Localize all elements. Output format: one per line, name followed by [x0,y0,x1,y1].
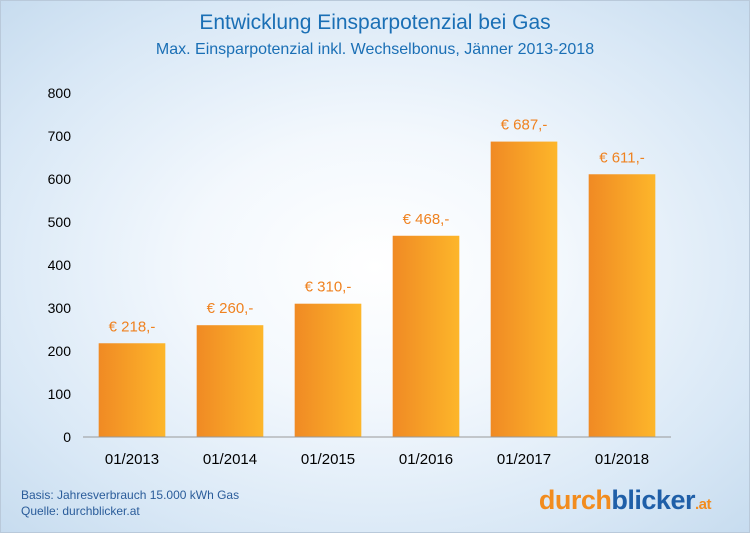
bar [392,235,460,437]
x-tick-label: 01/2017 [497,451,551,468]
bar-data-label: € 260,- [207,300,254,317]
y-tick-label: 700 [48,128,72,144]
chart-subtitle: Max. Einsparpotenzial inkl. Wechselbonus… [155,41,595,58]
y-tick-label: 300 [48,300,72,316]
y-tick-label: 800 [48,85,72,101]
bar-chart: 0 100 200 300 400 500 600 700 800 € 218,- € 260,-… [48,85,671,468]
durchblicker-logo: durchblicker.at [538,485,712,516]
bar [98,343,166,437]
logo-part-at: .at [694,496,712,513]
x-tick-label: 01/2018 [595,451,649,468]
bar [490,141,558,437]
x-tick-label: 01/2013 [105,451,159,468]
y-tick-label: 0 [63,429,71,445]
bar-data-label: € 218,- [109,318,156,335]
y-tick-label: 200 [48,343,72,359]
bar [196,325,264,437]
y-tick-label: 600 [48,171,72,187]
bar [588,174,656,437]
bar-data-label: € 611,- [599,149,645,166]
footnote-basis: Basis: Jahresverbrauch 15.000 kWh Gas [21,488,240,502]
chart-title: Entwicklung Einsparpotenzial bei Gas [199,11,551,34]
bar-data-label: € 310,- [305,279,352,296]
x-tick-label: 01/2015 [301,451,355,468]
bar-data-label: € 468,- [403,211,450,228]
x-tick-label: 01/2016 [399,451,453,468]
bar [294,303,362,437]
y-tick-label: 500 [48,214,72,230]
y-tick-label: 400 [48,257,72,273]
logo-part-durch: durch [538,485,612,515]
bar-data-label: € 687,- [501,117,548,134]
footnote-source: Quelle: durchblicker.at [21,504,140,518]
y-tick-label: 100 [48,386,72,402]
x-tick-label: 01/2014 [203,451,257,468]
logo-part-blicker: blicker [611,485,695,515]
